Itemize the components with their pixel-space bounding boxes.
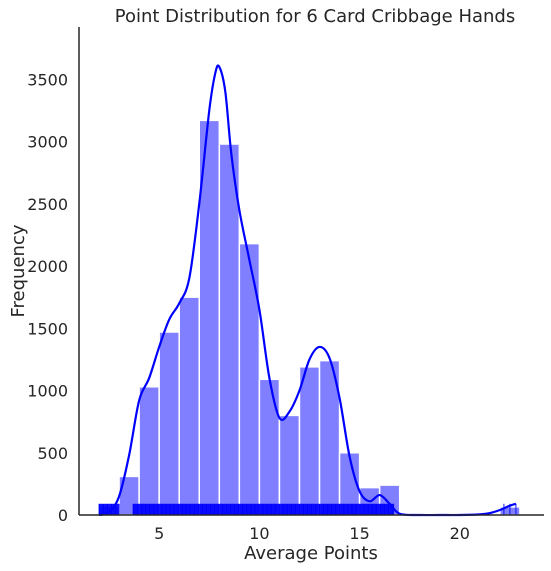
y-tick-label: 1000: [27, 382, 68, 401]
y-tick-label: 3000: [27, 133, 68, 152]
x-tick-label: 15: [349, 524, 369, 543]
chart-title: Point Distribution for 6 Card Cribbage H…: [115, 6, 515, 27]
y-axis-title: Frequency: [8, 224, 29, 317]
histogram-bar: [218, 143, 241, 516]
y-tick-label: 500: [37, 444, 68, 463]
x-axis-title: Average Points: [244, 543, 378, 564]
x-tick-label: 5: [154, 524, 164, 543]
histogram-bar: [158, 331, 180, 516]
histogram-bar: [138, 386, 160, 516]
y-tick-labels: 0 500 1000 1500 2000 2500 3000 3500: [27, 70, 68, 525]
y-tick-label: 2500: [27, 195, 68, 214]
histogram-bar: [178, 296, 201, 516]
rug-layer: [98, 503, 517, 515]
y-tick-label: 0: [58, 506, 68, 525]
y-tick-label: 1500: [27, 319, 68, 338]
histogram-bar: [258, 378, 281, 516]
histogram-bar: [298, 366, 321, 516]
x-tick-label: 20: [450, 524, 470, 543]
y-tick-label: 3500: [27, 70, 68, 89]
histogram-bar: [238, 242, 261, 516]
x-tick-label: 10: [249, 524, 269, 543]
y-tick-label: 2000: [27, 257, 68, 276]
histogram-bar: [278, 414, 301, 516]
x-tick-labels: 5 10 15 20: [154, 524, 470, 543]
bars-layer: [98, 119, 521, 516]
